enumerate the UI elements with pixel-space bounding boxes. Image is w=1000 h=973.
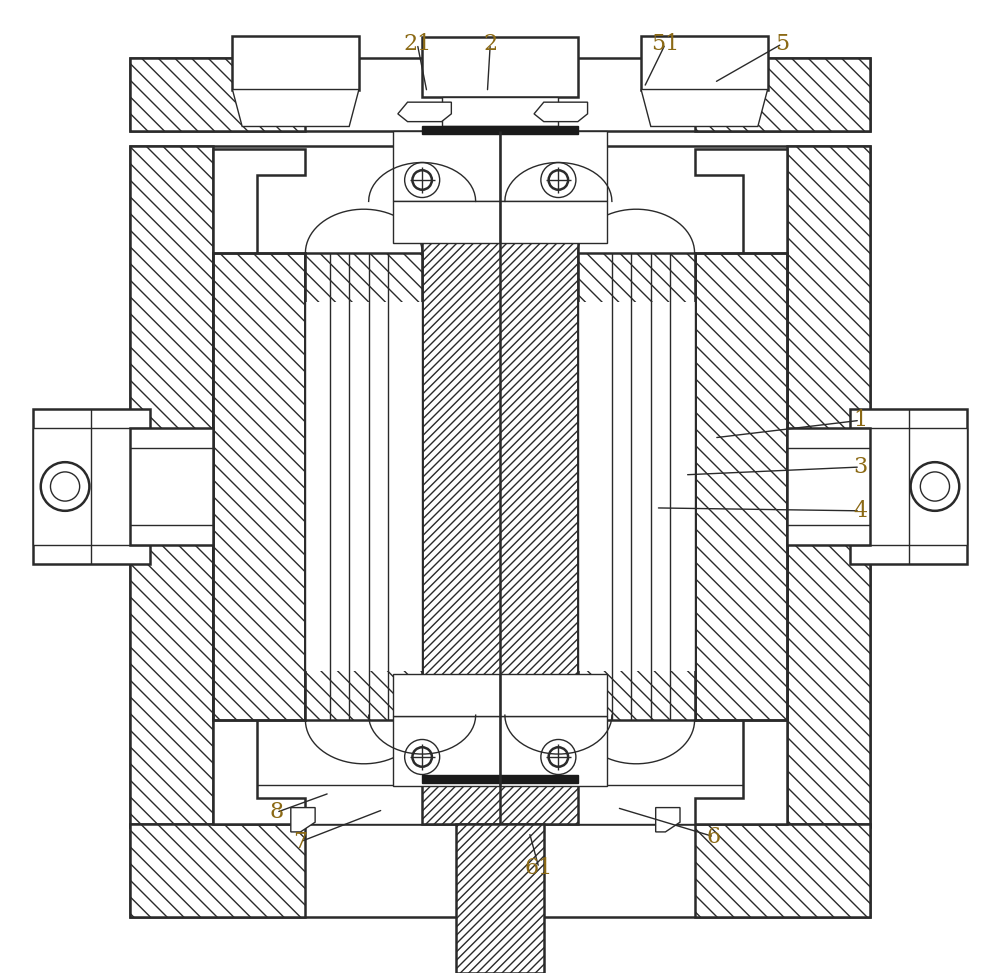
Text: 61: 61 <box>525 857 553 879</box>
Circle shape <box>549 170 568 190</box>
Bar <box>130 428 213 545</box>
Bar <box>422 775 578 783</box>
Bar <box>695 58 870 131</box>
Circle shape <box>541 739 576 775</box>
Bar <box>213 253 305 720</box>
Bar <box>695 253 787 720</box>
Polygon shape <box>695 149 787 824</box>
Polygon shape <box>232 90 359 126</box>
Bar <box>422 149 578 824</box>
Polygon shape <box>909 428 967 545</box>
Bar <box>393 201 500 243</box>
Text: 21: 21 <box>403 33 431 54</box>
Circle shape <box>41 462 89 511</box>
Circle shape <box>412 747 432 767</box>
Circle shape <box>412 170 432 190</box>
Bar <box>213 785 787 824</box>
Polygon shape <box>291 808 315 832</box>
Bar <box>500 716 607 786</box>
Polygon shape <box>398 102 451 122</box>
Polygon shape <box>656 808 680 832</box>
Bar <box>787 146 870 827</box>
Text: 5: 5 <box>775 33 789 54</box>
Bar <box>578 253 695 720</box>
Text: 1: 1 <box>853 410 867 431</box>
Bar <box>393 674 500 716</box>
Polygon shape <box>850 409 967 564</box>
Bar <box>130 58 870 131</box>
Bar <box>442 97 558 126</box>
Bar <box>422 37 578 97</box>
Bar <box>130 146 213 827</box>
Polygon shape <box>33 428 91 545</box>
Polygon shape <box>534 102 588 122</box>
Bar <box>130 824 305 917</box>
Bar <box>130 824 870 917</box>
Polygon shape <box>213 149 305 824</box>
Circle shape <box>920 472 950 501</box>
Bar <box>305 253 422 720</box>
Text: 2: 2 <box>483 33 497 54</box>
Text: 6: 6 <box>707 826 721 847</box>
Circle shape <box>405 162 440 198</box>
Circle shape <box>50 472 80 501</box>
Bar <box>393 716 500 786</box>
Bar <box>130 58 305 131</box>
Circle shape <box>911 462 959 511</box>
Bar <box>456 824 544 973</box>
Polygon shape <box>33 409 150 564</box>
Text: 51: 51 <box>651 33 680 54</box>
Bar <box>500 201 607 243</box>
Polygon shape <box>641 90 768 126</box>
Bar <box>578 302 695 671</box>
Bar <box>695 824 870 917</box>
Text: 8: 8 <box>269 802 283 823</box>
Bar <box>213 253 305 720</box>
Bar <box>695 253 787 720</box>
Bar <box>500 131 607 201</box>
Text: 4: 4 <box>853 500 867 522</box>
Bar <box>393 131 500 201</box>
Bar <box>422 126 578 134</box>
Bar <box>641 36 768 90</box>
Circle shape <box>549 747 568 767</box>
Circle shape <box>541 162 576 198</box>
Bar <box>232 36 359 90</box>
Text: 3: 3 <box>853 456 867 478</box>
Text: 7: 7 <box>293 831 308 852</box>
Bar <box>130 146 870 827</box>
Circle shape <box>405 739 440 775</box>
Bar <box>305 302 422 671</box>
Bar <box>500 674 607 716</box>
Bar <box>787 428 870 545</box>
